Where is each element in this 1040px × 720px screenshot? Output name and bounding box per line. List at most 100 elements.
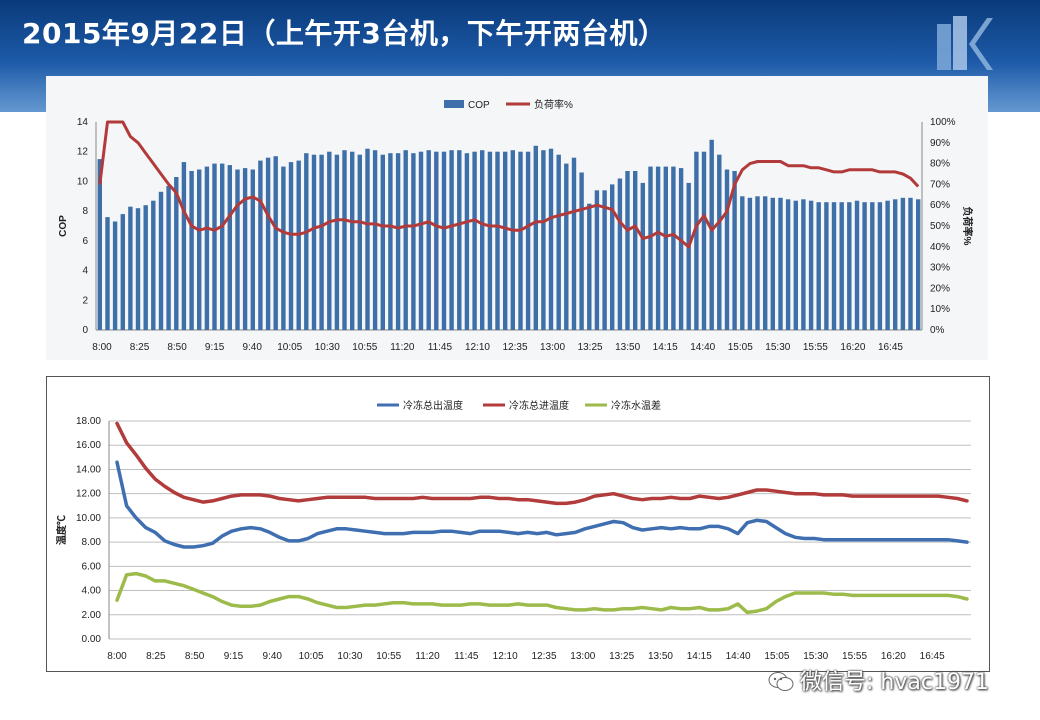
cop-load-chart: 0 2 4 6 8 10 12 14 0% 10% 20% 30% 40% 50% 60% 70% 80% 90%… [58,98,974,353]
cop-bar [709,139,714,330]
y-tick-label: 14.00 [76,464,101,475]
x-tick-label: 13:50 [648,651,673,662]
series-line-0 [115,460,969,549]
y2-tick-label: 40% [930,242,950,253]
cop-bar [143,205,148,330]
cop-bar [686,182,691,330]
cop-bar [327,151,332,330]
x-tick-label: 13:00 [570,651,595,662]
cop-bar [808,200,814,330]
x-tick-label: 8:00 [92,342,112,353]
cop-bar [770,197,775,330]
cop-bar [174,177,179,330]
cop-bar [105,217,110,330]
series-line-2 [115,571,969,615]
x-tick-label: 15:05 [728,342,753,353]
y-tick-label: 2.00 [82,610,102,621]
x-tick-label: 13:00 [540,342,565,353]
cop-bar [395,153,401,330]
cop-bar [265,157,271,330]
cop-bar [655,166,661,330]
cop-bar [793,200,798,330]
x-tick-label: 11:45 [454,651,479,662]
cop-chart-panel: 0 2 4 6 8 10 12 14 0% 10% 20% 30% 40% 50% 60% 70% 80% 90%… [46,76,988,360]
y2-tick-label: 90% [930,138,950,149]
y-tick-label: 4.00 [82,586,102,597]
cop-bar [464,153,470,330]
cop-bar [587,203,592,330]
cop-bar [457,150,462,330]
y2-tick-label: 50% [930,221,950,232]
x-tick-label: 9:15 [224,651,244,662]
cop-bar [625,171,630,330]
cop-bar [273,156,278,330]
cop-bar [189,171,194,330]
x-tick-label: 10:55 [352,342,377,353]
cop-bar [694,151,699,330]
cop-bar [893,199,898,330]
x-tick-label: 15:30 [803,651,828,662]
temperature-chart-panel: 0.00 2.00 4.00 6.00 8.00 10.00 12.00 14.00 16.00… [46,376,990,672]
x-tick-label: 12:10 [465,342,490,353]
cop-bar [571,157,577,330]
x-tick-label: 12:35 [531,651,556,662]
y-tick-label: 6 [82,236,88,247]
temperature-chart: 0.00 2.00 4.00 6.00 8.00 10.00 12.00 14.00 16.00… [55,399,971,662]
cop-bar [342,150,347,330]
x-tick-label: 10:05 [277,342,302,353]
cop-bar [816,202,821,330]
x-tick-label: 13:25 [578,342,603,353]
cop-bar [518,151,523,330]
cop-bar [181,162,187,330]
cop-bar [380,154,385,330]
y-tick-label: 14 [77,117,89,128]
y-axis-title: 温度℃ [55,515,68,545]
x-tick-label: 14:15 [653,342,678,353]
series-line-1 [115,421,969,506]
cop-bar [97,159,102,330]
x-tick-label: 11:45 [428,342,453,353]
cop-bar [166,185,171,330]
cop-bar [319,154,324,330]
cop-bar [908,197,913,330]
cop-bar [717,154,722,330]
cop-bar [441,151,447,330]
y-tick-label: 12.00 [76,489,101,500]
cop-bar [740,196,745,330]
x-tick-label: 11:20 [415,651,440,662]
x-tick-label: 8:50 [167,342,187,353]
y2-axis-title: 负荷率% [961,207,974,246]
x-tick-label: 15:55 [803,342,828,353]
cop-bar [372,150,378,330]
y2-tick-label: 60% [930,200,950,211]
cop-bar [824,202,829,330]
cop-bar [242,168,248,330]
cop-bar [334,154,340,330]
x-tick-label: 10:30 [315,342,340,353]
x-tick-label: 9:40 [263,651,283,662]
cop-bar [602,190,607,330]
x-tick-label: 8:00 [107,651,127,662]
y-tick-label: 4 [82,266,88,277]
y-tick-label: 18.00 [76,416,101,427]
x-tick-label: 10:05 [299,651,324,662]
cop-bar [617,178,623,330]
cop-bar [854,200,860,330]
cop-bar [258,160,263,330]
x-tick-label: 15:55 [842,651,867,662]
cop-bar [877,202,883,330]
cop-bar [288,162,294,330]
x-tick-label: 10:30 [337,651,362,662]
cop-bar [579,172,584,330]
cop-bar [724,169,730,330]
legend-label-0: 冷冻总出温度 [403,399,463,412]
legend-swatch-cop [444,100,464,108]
cop-bar [480,150,485,330]
x-tick-label: 16:45 [878,342,903,353]
x-tick-label: 16:20 [840,342,865,353]
x-tick-label: 9:15 [205,342,225,353]
cop-bar [112,221,118,330]
y-tick-label: 2 [82,295,88,306]
cop-bar [426,150,431,330]
cop-bar [212,163,217,330]
